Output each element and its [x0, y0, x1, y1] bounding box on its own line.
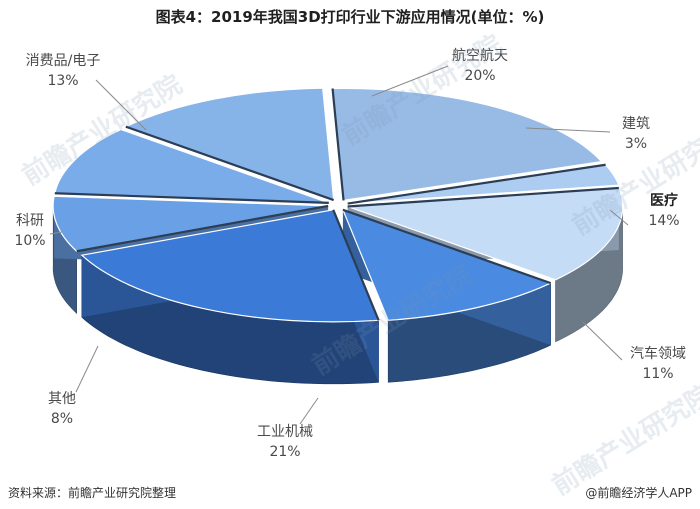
leader-line: [582, 321, 623, 361]
slice-separator: [347, 186, 619, 208]
leader-line: [525, 127, 611, 133]
pie-slice-1: [331, 87, 603, 202]
slice-separator: [76, 204, 329, 253]
slice-label: 医疗: [650, 192, 678, 209]
leader-line: [49, 231, 63, 235]
leader-line: [95, 79, 147, 131]
pie-slice-8: [124, 87, 335, 201]
slice-value-label: 13%: [47, 73, 78, 89]
leader-lines: [49, 65, 629, 425]
pie-tops: [52, 87, 624, 323]
slice-separator: [125, 125, 335, 202]
pie-slice-3: [347, 187, 624, 281]
pie-slice-5: [80, 209, 380, 323]
leader-line: [299, 397, 319, 425]
slice-value-label: 20%: [464, 68, 495, 84]
slice-label: 建筑: [622, 116, 650, 132]
leader-line: [609, 209, 629, 226]
slice-value-label: 14%: [648, 213, 679, 229]
slice-value-label: 21%: [269, 444, 300, 460]
chart-title: 图表4：2019年我国3D打印行业下游应用情况(单位：%): [155, 8, 545, 26]
pie-slice-4: [341, 208, 553, 321]
slice-label: 汽车领域: [630, 345, 686, 362]
slice-value-label: 10%: [14, 233, 45, 249]
pie-slice-6: [52, 195, 329, 252]
slice-value-label: 3%: [625, 136, 647, 152]
leader-line: [75, 345, 99, 393]
leader-line: [371, 65, 449, 97]
slice-separator: [342, 208, 552, 285]
pie-slice-7: [54, 128, 329, 204]
brand-credit: @前瞻经济学人APP: [585, 486, 692, 500]
slice-label: 其他: [48, 391, 76, 407]
slice-label: 消费品/电子: [26, 53, 101, 69]
slice-label: 科研: [16, 213, 44, 229]
slice-separator: [332, 209, 380, 321]
slice-value-label: 11%: [642, 366, 673, 382]
source-note: 资料来源：前瞻产业研究院整理: [8, 486, 177, 500]
slice-value-label: 8%: [51, 411, 73, 427]
slice-label: 工业机械: [257, 424, 313, 440]
slice-label: 航空航天: [452, 48, 508, 64]
slice-separator: [331, 88, 345, 201]
slice-separator: [54, 192, 329, 204]
slice-separator: [347, 163, 606, 205]
slice-labels: 航空航天 20% 建筑 3% 医疗 14% 汽车领域 11% 工业机械 21% 其他 8% 科研 10% 消…: [14, 48, 686, 460]
